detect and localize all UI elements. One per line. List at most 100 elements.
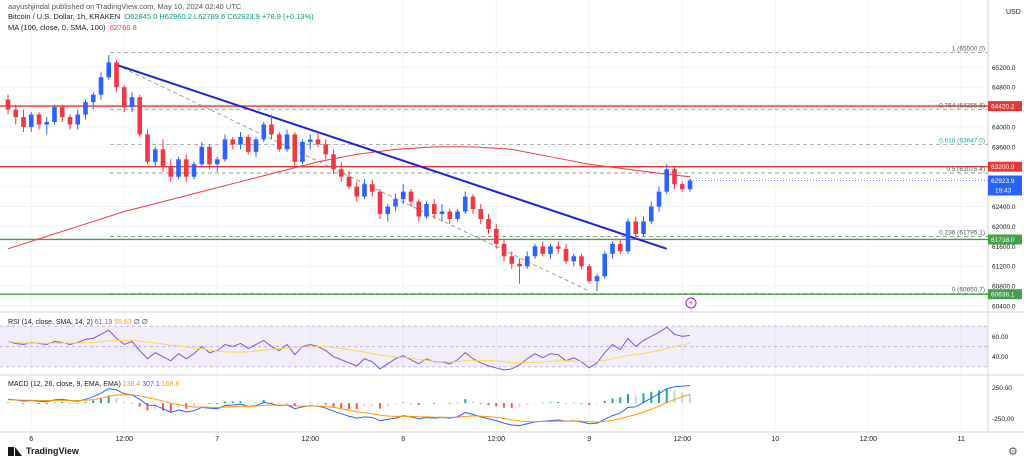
macd-histogram-bar bbox=[332, 403, 335, 407]
candle-body bbox=[59, 107, 65, 118]
candle-body bbox=[83, 102, 88, 115]
candle-body bbox=[261, 124, 267, 140]
macd-histogram-bar bbox=[580, 403, 583, 404]
candle-body bbox=[447, 211, 453, 219]
price-tick-label: 63600.0 bbox=[992, 144, 1016, 151]
candle-body bbox=[555, 246, 561, 249]
candle-body bbox=[385, 206, 391, 215]
candle-body bbox=[338, 169, 344, 177]
macd-line-value: 307.1 bbox=[142, 381, 160, 388]
candle-body bbox=[431, 204, 437, 215]
candle-body bbox=[540, 246, 546, 254]
macd-histogram-bar bbox=[301, 403, 304, 404]
symbol-name[interactable]: Bitcoin / U.S. Dollar, 1h, KRAKEN bbox=[8, 12, 121, 21]
candle-body bbox=[67, 117, 73, 125]
fib-level-label: 0.764 (64355.6) bbox=[939, 102, 985, 109]
candle-body bbox=[28, 114, 34, 127]
macd-histogram-bar bbox=[193, 403, 195, 407]
horizontal-levels[interactable]: 1 (65500.0) 0.764 (64355.6) 0.618 (63647.0… bbox=[0, 45, 988, 295]
rsi-value: 61.19 bbox=[94, 319, 113, 326]
macd-histogram-bar bbox=[479, 403, 482, 404]
candle-body bbox=[245, 136, 251, 152]
macd-histogram-bar bbox=[61, 402, 64, 404]
macd-histogram-bar bbox=[154, 403, 157, 410]
macd-histogram-bar bbox=[340, 403, 343, 409]
chart-lines[interactable] bbox=[7, 63, 691, 292]
time-tick-label: 6 bbox=[29, 436, 33, 443]
time-tick-label: 11 bbox=[958, 436, 965, 443]
support-price-tag bbox=[988, 289, 1022, 300]
macd-histogram-bar bbox=[534, 403, 536, 404]
macd-histogram-bar bbox=[53, 402, 56, 404]
candle-body bbox=[586, 266, 592, 282]
ma100-line bbox=[7, 146, 691, 250]
macd-histogram-bar bbox=[348, 403, 350, 410]
macd-histogram-bar bbox=[177, 403, 180, 409]
macd-histogram-bar bbox=[262, 400, 265, 404]
macd-histogram-bar bbox=[557, 401, 560, 404]
ma-legend[interactable]: MA (100, close, 0, SMA, 100) 62760.8 bbox=[8, 23, 137, 32]
time-tick-label: 12:00 bbox=[487, 436, 505, 443]
candle-body bbox=[191, 164, 197, 177]
macd-hist-value: 138.4 bbox=[122, 381, 141, 388]
candle-body bbox=[52, 107, 57, 123]
candle-body bbox=[331, 154, 336, 170]
candle-body bbox=[687, 180, 693, 190]
candle-body bbox=[21, 117, 26, 127]
resistance-price-tag bbox=[988, 161, 1022, 172]
rsi-ma-line bbox=[7, 340, 691, 364]
time-tick-label: 8 bbox=[401, 436, 405, 443]
macd-histogram-bar bbox=[448, 403, 451, 404]
candle-body bbox=[307, 139, 313, 142]
macd-histogram-bar bbox=[394, 403, 397, 405]
candle-body bbox=[486, 218, 491, 229]
candle-body bbox=[176, 159, 181, 177]
publisher-line: aayushjindal published on TradingView.co… bbox=[8, 2, 242, 11]
macd-legend[interactable]: MACD (12, 26, close, 9, EMA, EMA) 138.4 … bbox=[8, 381, 179, 388]
macd-histogram-bar bbox=[526, 403, 529, 406]
rsi-tick-label: 60.00 bbox=[992, 334, 1009, 341]
macd-histogram-bar bbox=[76, 403, 79, 404]
bearish-trendline bbox=[116, 63, 668, 250]
rsi-legend[interactable]: RSI (14, close, SMA, 14, 2) 61.19 55.63 … bbox=[8, 318, 148, 326]
candle-body bbox=[563, 248, 569, 262]
rsi-indicator bbox=[7, 326, 691, 371]
candle-body bbox=[98, 77, 104, 95]
currency-label[interactable]: USD bbox=[1006, 9, 1021, 16]
macd-histogram-bar bbox=[681, 392, 684, 404]
rsi-tick-label: 40.00 bbox=[992, 354, 1009, 361]
ma-label: MA (100, close, 0, SMA, 100) bbox=[8, 23, 106, 32]
macd-histogram-bar bbox=[433, 403, 436, 404]
fib-level-label: 0 (60650.7) bbox=[952, 287, 985, 294]
macd-histogram-bar bbox=[92, 400, 95, 404]
candle-body bbox=[315, 139, 321, 145]
candle-body bbox=[168, 166, 174, 177]
gear-icon[interactable]: ⚙ bbox=[1008, 446, 1018, 458]
macd-histogram-bar bbox=[138, 403, 141, 407]
candle-body bbox=[222, 139, 228, 160]
macd-histogram-bar bbox=[611, 398, 614, 404]
last-price-label: 62923.9 bbox=[991, 178, 1015, 185]
macd-histogram-bar bbox=[650, 391, 653, 404]
time-tick-label: 7 bbox=[215, 436, 219, 443]
ma-value: 62760.8 bbox=[109, 23, 137, 32]
macd-histogram-bar bbox=[231, 401, 234, 404]
macd-histogram-bar bbox=[131, 403, 133, 404]
macd-indicator bbox=[7, 385, 691, 427]
macd-histogram-bar bbox=[224, 401, 226, 404]
candle-body bbox=[230, 139, 236, 145]
macd-histogram-bar bbox=[410, 403, 412, 404]
candle-body bbox=[362, 184, 367, 197]
candlestick-series[interactable] bbox=[5, 54, 693, 292]
macd-histogram-bar bbox=[379, 403, 381, 409]
candle-body bbox=[276, 134, 282, 150]
macd-histogram-bar bbox=[402, 402, 405, 404]
price-tick-label: 60800.0 bbox=[992, 284, 1016, 291]
macd-histogram-bar bbox=[363, 403, 366, 408]
tradingview-brand[interactable]: TradingView bbox=[8, 446, 79, 456]
candle-body bbox=[152, 149, 158, 162]
macd-histogram-bar bbox=[30, 403, 33, 404]
macd-histogram-bar bbox=[162, 403, 164, 411]
